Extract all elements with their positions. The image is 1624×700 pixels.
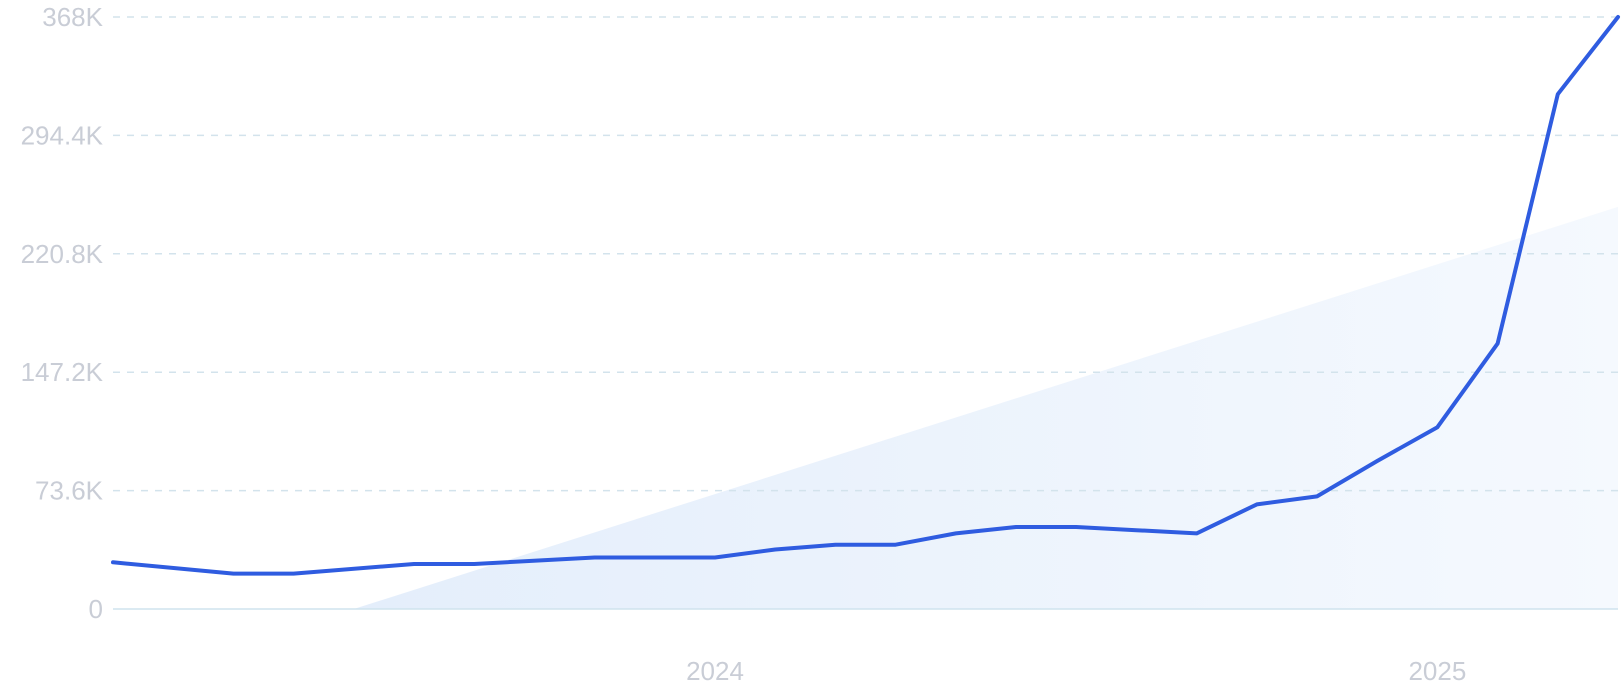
y-tick-label: 73.6K — [35, 476, 104, 506]
y-tick-label: 294.4K — [21, 120, 104, 150]
y-tick-label: 147.2K — [21, 357, 104, 387]
x-tick-label: 2024 — [686, 656, 744, 686]
y-tick-label: 368K — [42, 2, 103, 32]
x-tick-label: 2025 — [1408, 656, 1466, 686]
y-tick-label: 220.8K — [21, 239, 104, 269]
trend-area — [353, 206, 1618, 609]
y-tick-label: 0 — [89, 594, 103, 624]
series-line — [111, 15, 1620, 576]
